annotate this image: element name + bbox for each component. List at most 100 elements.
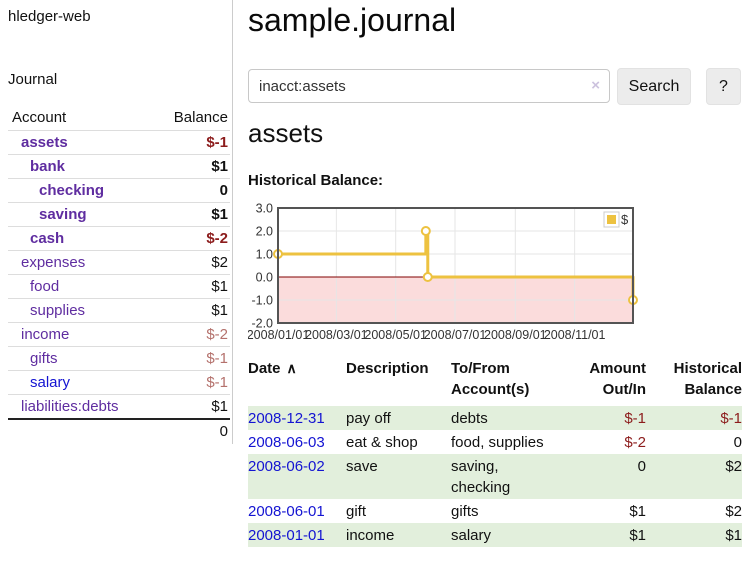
chart-border bbox=[277, 207, 634, 324]
account-link[interactable]: saving bbox=[39, 206, 87, 223]
register-description-cell: income bbox=[346, 527, 395, 544]
register-col-description: Description bbox=[346, 360, 429, 377]
register-date-cell: 2008-12-31 bbox=[248, 406, 346, 430]
legend-label: $ bbox=[621, 212, 629, 227]
register-amount-cell: 0 bbox=[637, 458, 646, 475]
accounts-header-account: Account bbox=[8, 106, 153, 131]
account-balance: $1 bbox=[152, 298, 230, 323]
account-link[interactable]: expenses bbox=[21, 254, 86, 271]
register-description-cell: save bbox=[346, 458, 378, 475]
page-title: sample.journal bbox=[248, 2, 457, 38]
account-link[interactable]: checking bbox=[39, 182, 105, 199]
account-name-cell: gifts bbox=[8, 346, 153, 371]
register-col-to: To/From Account(s) bbox=[451, 360, 530, 398]
x-tick-label: 2008/09/01 bbox=[484, 328, 547, 342]
register-accounts-cell: gifts bbox=[451, 503, 479, 520]
account-link[interactable]: liabilities:debts bbox=[21, 398, 119, 415]
y-tick-label: 0.0 bbox=[256, 271, 273, 285]
accounts-total-spacer bbox=[8, 418, 153, 443]
account-row: saving $1 bbox=[8, 202, 230, 227]
search-box: × bbox=[248, 69, 610, 103]
register-amount-cell: $-1 bbox=[624, 410, 646, 427]
app-title[interactable]: hledger-web bbox=[8, 8, 91, 25]
account-link[interactable]: cash bbox=[30, 230, 65, 247]
account-link[interactable]: gifts bbox=[30, 350, 58, 367]
transaction-date-link[interactable]: 2008-06-02 bbox=[248, 458, 325, 475]
data-point bbox=[422, 272, 433, 282]
register-row: 2008-12-31 pay off debts $-1 $-1 bbox=[248, 406, 742, 430]
y-tick-label: 1.0 bbox=[256, 248, 273, 262]
register-amount-cell: $-2 bbox=[624, 434, 646, 451]
register-balance-cell: $1 bbox=[725, 527, 742, 544]
account-balance: $-2 bbox=[152, 322, 230, 347]
accounts-table: Account Balance assets $-1 bank $1 checking 0… bbox=[8, 106, 230, 443]
y-tick-label: -1.0 bbox=[251, 294, 273, 308]
register-col-historical: Historical Balance bbox=[673, 360, 742, 398]
account-name-cell: supplies bbox=[8, 298, 153, 323]
help-button[interactable]: ? bbox=[706, 68, 741, 105]
account-name-cell: bank bbox=[8, 154, 153, 179]
account-balance: $-1 bbox=[152, 346, 230, 371]
register-date-cell: 2008-06-02 bbox=[248, 454, 346, 499]
transaction-date-link[interactable]: 2008-12-31 bbox=[248, 410, 325, 427]
account-row: income $-2 bbox=[8, 322, 230, 347]
register-balance-cell: 0 bbox=[733, 434, 742, 451]
legend-swatch bbox=[607, 215, 616, 224]
register-row: 2008-06-01 gift gifts $1 $2 bbox=[248, 499, 742, 523]
register-description-cell: eat & shop bbox=[346, 434, 418, 451]
account-link[interactable]: assets bbox=[21, 134, 68, 151]
register-row: 2008-06-02 save saving, checking 0 $2 bbox=[248, 454, 742, 499]
account-link[interactable]: food bbox=[30, 278, 60, 295]
account-row: cash $-2 bbox=[8, 226, 230, 251]
x-tick-label: 2008/11/01 bbox=[544, 328, 606, 342]
account-balance: $1 bbox=[152, 154, 230, 179]
y-tick-label: 2.0 bbox=[256, 225, 273, 239]
register-accounts-cell: saving, checking bbox=[451, 458, 511, 496]
register-date-cell: 2008-01-01 bbox=[248, 523, 346, 547]
transaction-date-link[interactable]: 2008-01-01 bbox=[248, 527, 325, 544]
register-col-date[interactable]: Date ∧ bbox=[248, 360, 297, 377]
account-link[interactable]: income bbox=[21, 326, 70, 343]
account-link[interactable]: bank bbox=[30, 158, 66, 175]
account-name-cell: saving bbox=[8, 202, 153, 227]
register-date-cell: 2008-06-03 bbox=[248, 430, 346, 454]
register-amount-cell: $1 bbox=[629, 503, 646, 520]
sidebar-item-journal[interactable]: Journal bbox=[8, 71, 58, 88]
register-amount-cell: $1 bbox=[629, 527, 646, 544]
account-row: assets $-1 bbox=[8, 130, 230, 155]
search-input[interactable] bbox=[248, 69, 610, 103]
account-link[interactable]: supplies bbox=[30, 302, 86, 319]
account-title: assets bbox=[248, 118, 324, 148]
register-table: Date ∧ Description To/From Account(s) Amount… bbox=[248, 356, 742, 547]
account-name-cell: assets bbox=[8, 130, 153, 155]
account-name-cell: salary bbox=[8, 370, 153, 395]
account-balance: $-2 bbox=[152, 226, 230, 251]
accounts-header-row: Account Balance bbox=[8, 106, 230, 131]
account-balance: $1 bbox=[152, 202, 230, 227]
account-name-cell: income bbox=[8, 322, 153, 347]
register-accounts-cell: food, supplies bbox=[451, 434, 544, 451]
chart-label: Historical Balance: bbox=[248, 172, 384, 189]
x-tick-label: 2008/05/01 bbox=[364, 328, 427, 342]
register-description-cell: pay off bbox=[346, 410, 391, 427]
register-balance-cell: $-1 bbox=[720, 410, 742, 427]
y-tick-label: 3.0 bbox=[256, 202, 273, 216]
register-balance-cell: $2 bbox=[725, 503, 742, 520]
account-link[interactable]: salary bbox=[30, 374, 71, 391]
clear-search-icon[interactable]: × bbox=[591, 77, 600, 94]
accounts-total-value: 0 bbox=[152, 418, 230, 443]
account-balance: $-1 bbox=[152, 370, 230, 395]
transaction-date-link[interactable]: 2008-06-01 bbox=[248, 503, 325, 520]
transaction-date-link[interactable]: 2008-06-03 bbox=[248, 434, 325, 451]
register-col-amount: Amount Out/In bbox=[589, 360, 646, 398]
search-button[interactable]: Search bbox=[617, 68, 691, 105]
account-row: food $1 bbox=[8, 274, 230, 299]
account-row: expenses $2 bbox=[8, 250, 230, 275]
account-row: bank $1 bbox=[8, 154, 230, 179]
accounts-total-row: 0 bbox=[8, 418, 230, 443]
account-balance: $1 bbox=[211, 398, 228, 415]
account-balance: $1 bbox=[152, 274, 230, 299]
account-name-cell: checking bbox=[8, 178, 153, 203]
account-row: supplies $1 bbox=[8, 298, 230, 323]
account-name-cell: cash bbox=[8, 226, 153, 251]
